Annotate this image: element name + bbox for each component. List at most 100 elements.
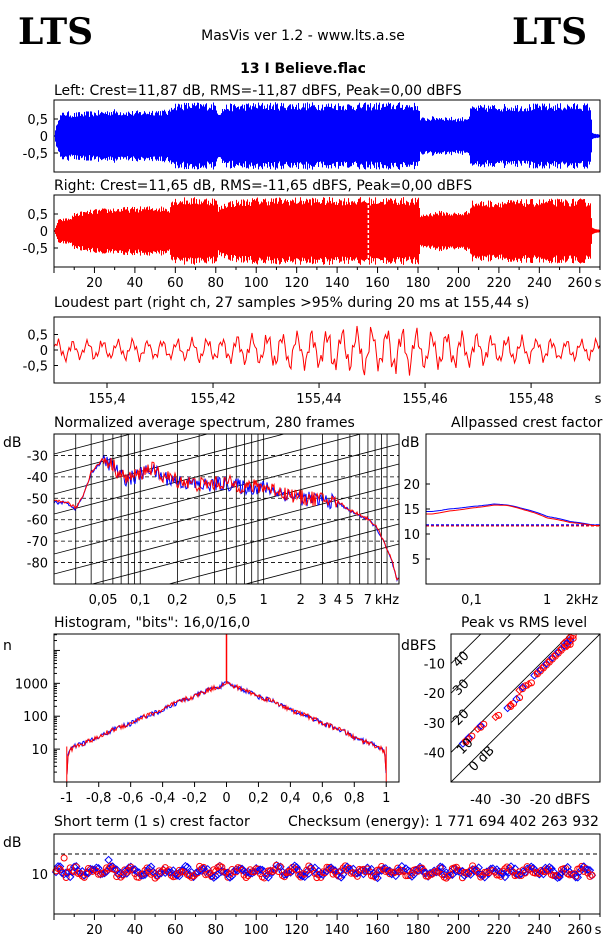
ytick-label: 0: [40, 225, 48, 240]
histogram-chart: 1000 100 10 -1 -0,8 -0,6 -0,4 -0,2 0 0,2 0,4 0,6 0,8…: [15, 633, 400, 806]
crest-point: [436, 864, 444, 872]
crest-point: [503, 863, 511, 871]
ytick-label: -10: [424, 658, 445, 673]
pvr-point-r: [480, 720, 488, 728]
plot-frame: [53, 194, 601, 268]
xtick-label: 0,1: [461, 593, 482, 608]
pvr-point-r: [569, 634, 577, 642]
crest-point: [55, 862, 65, 871]
spectrum-title: Normalized average spectrum, 280 frames: [54, 415, 355, 431]
xtick-label: 7: [364, 593, 372, 608]
crest-point: [111, 865, 119, 873]
xtick-label: 0,4: [280, 791, 301, 806]
ytick-label: 0: [40, 344, 48, 359]
pvr-point-r: [566, 640, 574, 648]
ytick-label: 20: [403, 478, 420, 493]
xtick-label: 200: [446, 923, 471, 938]
crest-point: [175, 866, 183, 874]
crest-point: [527, 865, 535, 873]
crest-point: [122, 869, 132, 878]
xtick-label: 0,2: [248, 791, 269, 806]
diag-grid: [54, 483, 399, 575]
crest-point: [161, 864, 169, 872]
crest-point: [539, 869, 548, 879]
xtick-label: 120: [284, 276, 309, 291]
crest-point: [516, 869, 526, 879]
xtick-label: 160: [365, 923, 390, 938]
xtick-label: 1: [260, 593, 268, 608]
crest-point: [386, 870, 394, 878]
xtick-label: 0,1: [130, 593, 151, 608]
ytick-label: -50: [27, 492, 48, 507]
xtick-label: 20: [86, 276, 103, 291]
pvr-point-r: [569, 634, 577, 639]
pvr-ylabel: dBFS: [401, 638, 436, 654]
crest-point: [446, 871, 454, 879]
xtick-label: 2: [566, 593, 574, 608]
crest-point: [473, 867, 481, 875]
crest-diag-label: 40: [450, 649, 472, 671]
crest-point: [372, 873, 380, 881]
left-waveform-chart: 0,5 0 -0,5: [23, 99, 601, 173]
crest-point: [555, 872, 564, 882]
xtick-label: 180: [406, 923, 431, 938]
crest-point: [94, 863, 103, 873]
xtick-label: 20: [86, 923, 103, 938]
crest-point: [274, 862, 283, 871]
logo-left: LTS: [18, 11, 93, 53]
ytick-label: 1000: [15, 677, 48, 692]
xtick-label: -20: [530, 793, 551, 808]
spectrum-chart: -30 -40 -50 -60 -70 -80 0,05 0,1 0,2 0,5 1 2 3 4 5 7 kHz: [27, 433, 400, 608]
left-title: Left: Crest=11,87 dB, RMS=-11,87 dBFS, P…: [54, 83, 462, 99]
xtick-label: 220: [486, 923, 511, 938]
spectrum-series: [54, 457, 399, 581]
xtick-label: 60: [167, 276, 184, 291]
crest-point: [53, 862, 63, 871]
xtick-label: 0,5: [216, 593, 237, 608]
crest-point: [60, 854, 68, 862]
xtick-label: 5: [346, 593, 354, 608]
diag-grid: [54, 463, 399, 555]
crest-point: [481, 868, 489, 876]
ytick-label: -40: [424, 746, 445, 761]
xtick-unit: s: [595, 276, 602, 291]
ytick-label: -0,5: [23, 147, 48, 162]
pvr-point-r: [527, 679, 535, 687]
crest-diag-label: 20: [450, 707, 472, 729]
plot-frame: [450, 633, 601, 783]
spectrum-ylabel: dB: [3, 435, 22, 451]
ytick-label: 10: [31, 868, 48, 883]
crest-point: [249, 867, 259, 877]
crest-point: [436, 862, 445, 871]
crest-point: [292, 862, 301, 872]
pvr-point-r: [522, 682, 529, 690]
xtick-label: 155,44: [296, 392, 342, 407]
app-title: MasVis ver 1.2 - www.lts.a.se: [201, 28, 405, 44]
xtick-label: -0,2: [182, 791, 207, 806]
crest-point: [329, 870, 337, 878]
crest-point: [336, 873, 346, 882]
xtick-unit: s: [595, 392, 602, 407]
diag-grid: [90, 503, 399, 584]
xtick-label: 200: [446, 276, 471, 291]
ytick-label: -0,5: [23, 242, 48, 257]
pvr-title: Peak vs RMS level: [461, 615, 587, 631]
crest-point: [553, 873, 562, 883]
diag-grid: [54, 434, 133, 455]
xtick-label: 220: [486, 276, 511, 291]
xtick-label: 1: [543, 593, 551, 608]
crest-point: [327, 866, 335, 874]
xtick-label: 0,8: [344, 791, 365, 806]
crest-point: [438, 863, 447, 872]
xtick-label: 0,2: [167, 593, 188, 608]
xtick-label: 1: [382, 791, 390, 806]
right-title: Right: Crest=11,65 dB, RMS=-11,65 dBFS, …: [54, 178, 472, 194]
xtick-label: 60: [167, 923, 184, 938]
xtick-unit: s: [595, 923, 602, 938]
crest-point: [587, 870, 597, 880]
histogram-title: Histogram, "bits": 16,0/16,0: [54, 615, 250, 631]
crest-point: [185, 872, 193, 880]
plot-frame: [53, 833, 601, 915]
crest-point: [293, 866, 301, 874]
